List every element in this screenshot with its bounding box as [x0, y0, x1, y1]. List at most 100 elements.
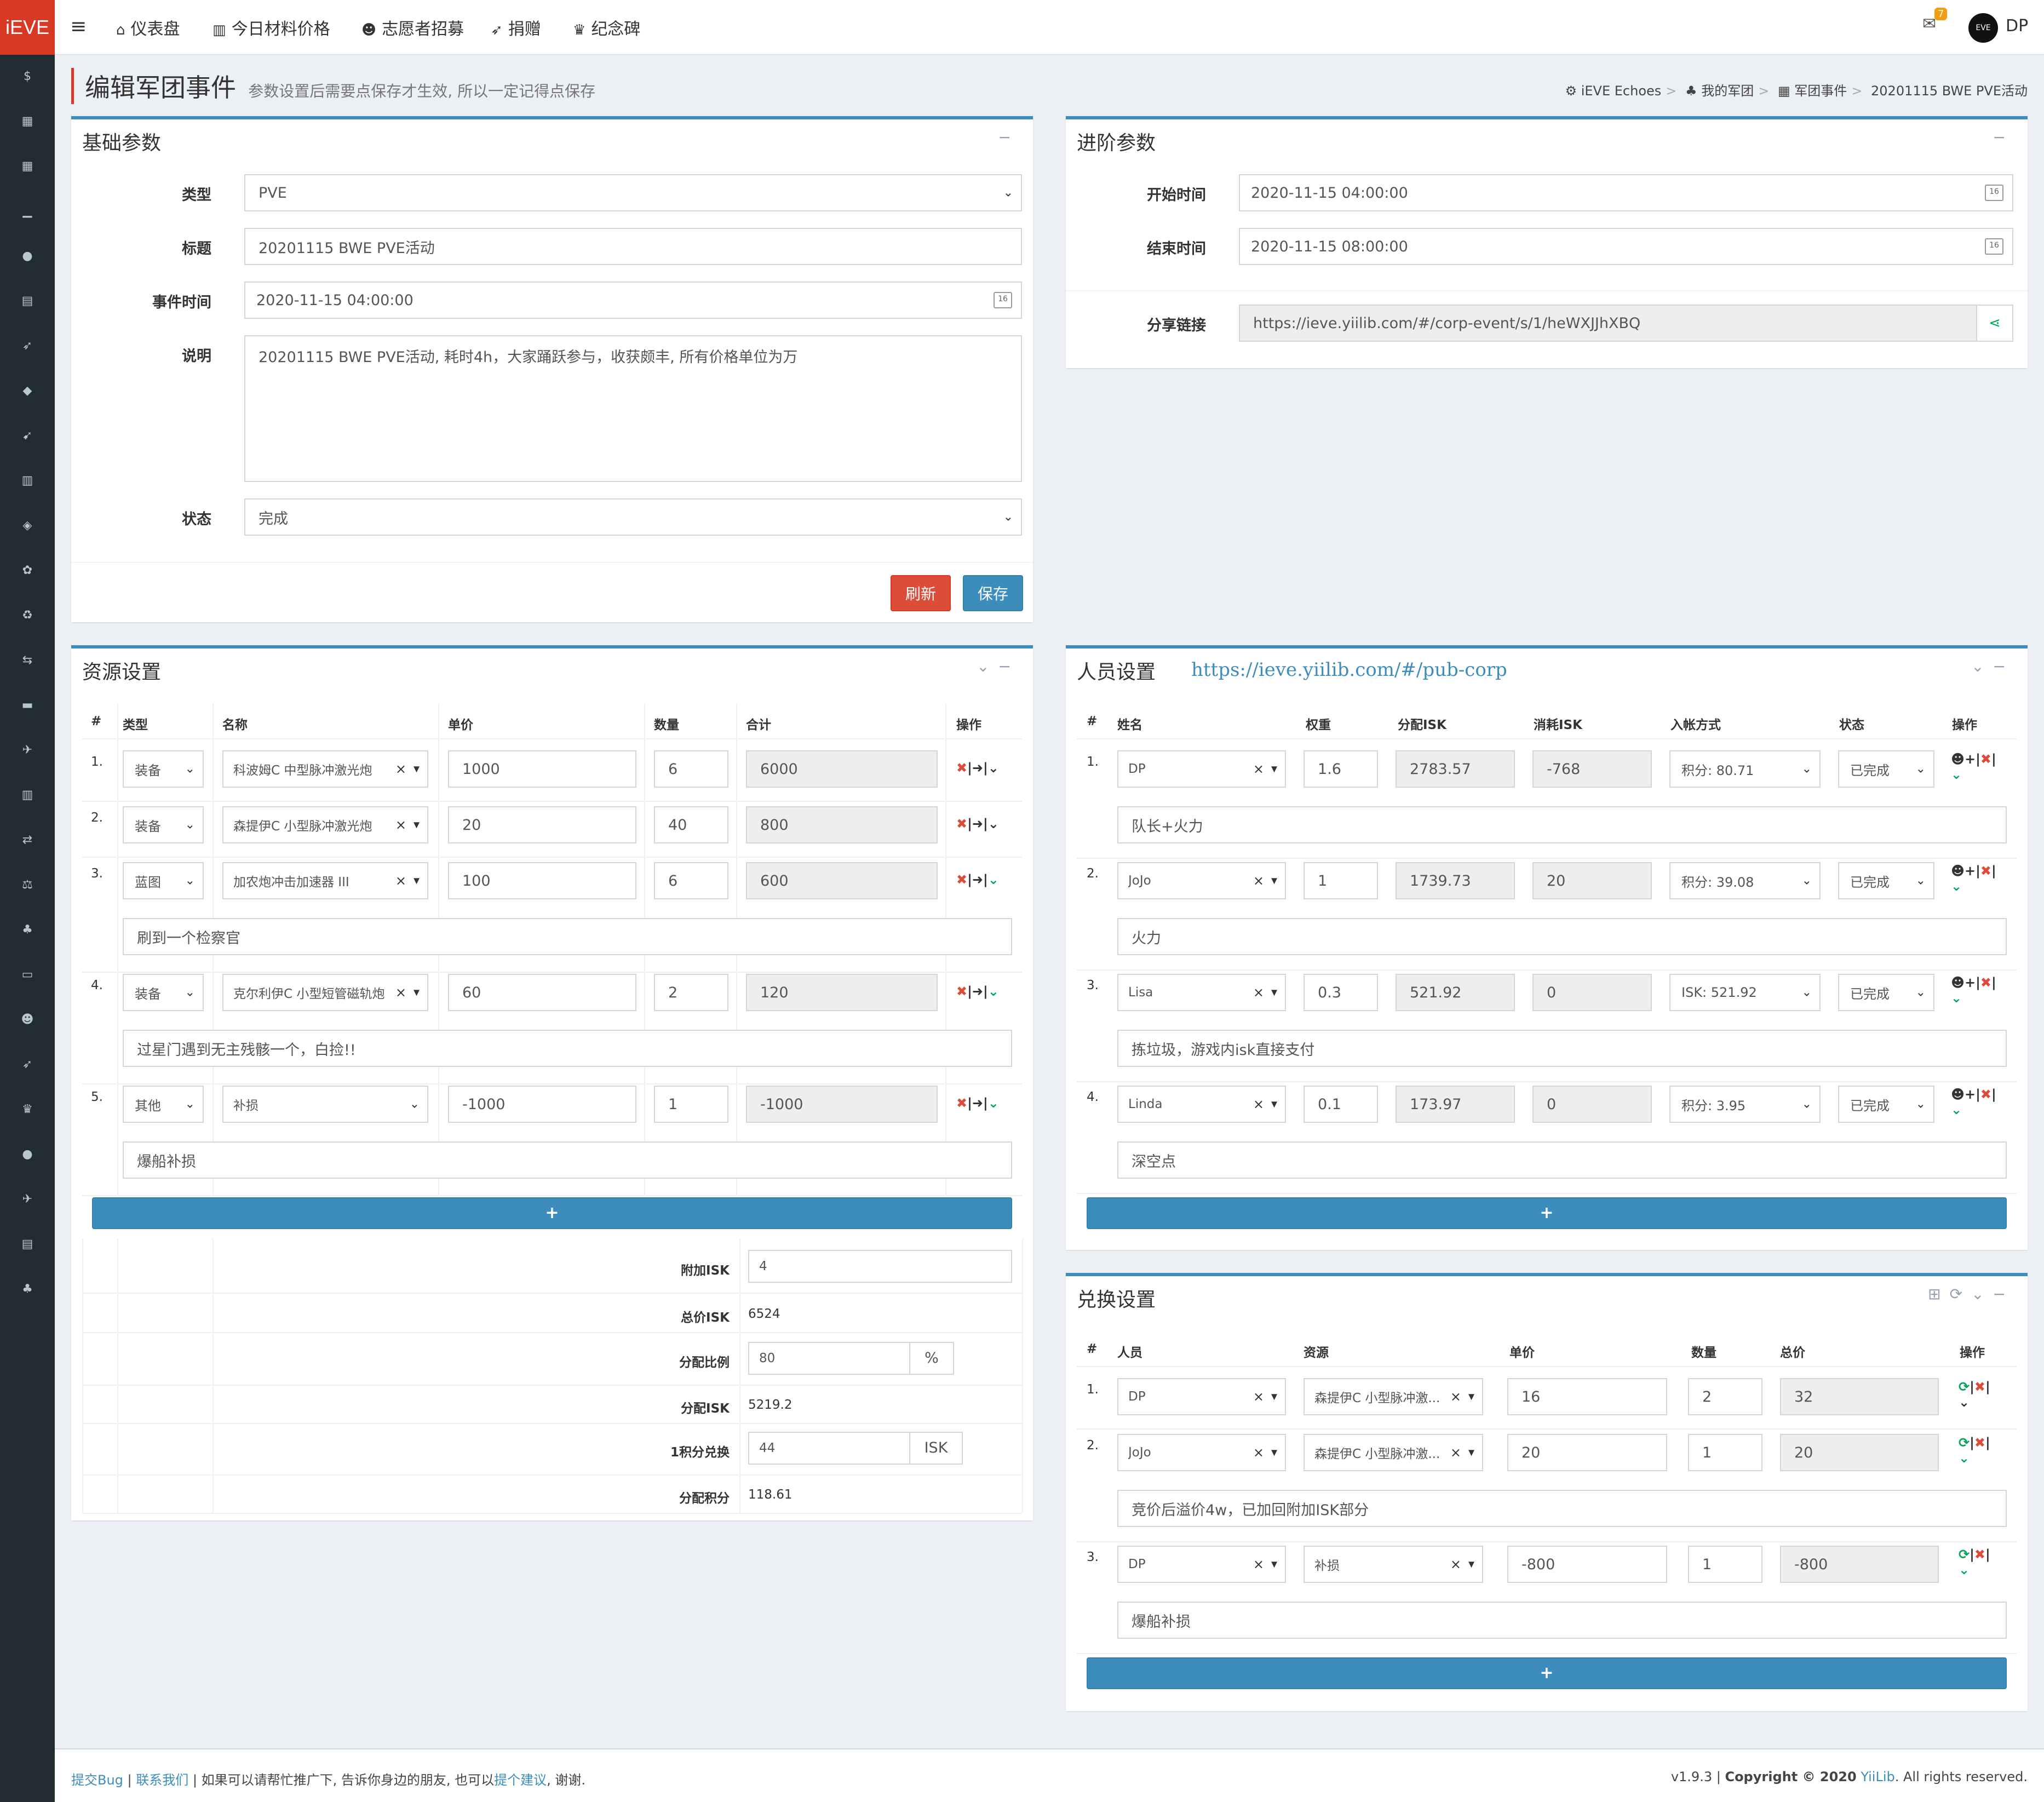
desc-textarea[interactable]: 20201115 BWE PVE活动, 耗时4h，大家踊跃参与，收获颇丰, 所有…	[244, 335, 1022, 482]
status-select[interactable]: 完成 ⌄	[244, 498, 1022, 536]
share-icon[interactable]: ⋖	[1977, 305, 2013, 342]
cost-isk-input[interactable]: 0	[1532, 974, 1652, 1011]
nav-item-2[interactable]: ☻ 志愿者招募	[361, 20, 464, 39]
weight-input[interactable]: 0.1	[1304, 1086, 1378, 1123]
add-exchange-button[interactable]: +	[1087, 1657, 2007, 1689]
clear-icon[interactable]: ×	[395, 817, 406, 833]
resource-type-select[interactable]: 装备 ⌄	[123, 974, 204, 1011]
clear-icon[interactable]: ×	[1253, 985, 1264, 1000]
suggest-link[interactable]: 提个建议	[494, 1772, 547, 1788]
member-note-input[interactable]: 队长+火力	[1117, 806, 2007, 843]
exchange-qty-input[interactable]: 1	[1688, 1434, 1762, 1471]
collapse-icon[interactable]: −	[1993, 128, 2014, 146]
clear-icon[interactable]: ×	[1450, 1557, 1461, 1572]
member-name-select[interactable]: Linda × ▾	[1117, 1086, 1286, 1123]
total-input[interactable]: 120	[746, 974, 938, 1011]
person-select[interactable]: DP × ▾	[1117, 1546, 1286, 1583]
weight-input[interactable]: 1.6	[1304, 750, 1378, 788]
send-icon[interactable]: ➶	[22, 339, 33, 353]
resource-note-input[interactable]: 过星门遇到无主残骸一个，白捡!!	[123, 1030, 1012, 1067]
resource-type-select[interactable]: 装备 ⌄	[123, 806, 204, 843]
clear-icon[interactable]: ×	[1450, 1445, 1461, 1460]
table-icon[interactable]: ▦	[21, 114, 33, 128]
resource-type-select[interactable]: 其他 ⌄	[123, 1086, 204, 1123]
resource-note-input[interactable]: 爆船补损	[123, 1141, 1012, 1179]
cost-isk-input[interactable]: 20	[1532, 862, 1652, 899]
shield-icon[interactable]: ◆	[22, 384, 32, 398]
nav-item-1[interactable]: ▥ 今日材料价格	[213, 20, 330, 39]
calendar-icon[interactable]: 16	[994, 292, 1012, 308]
cost-isk-input[interactable]: 0	[1532, 1086, 1652, 1123]
menu-toggle-icon[interactable]: ≡	[70, 15, 87, 38]
bar-chart-icon[interactable]: ▥	[21, 788, 33, 802]
clear-icon[interactable]: ×	[395, 873, 406, 888]
clear-icon[interactable]: ×	[1253, 1097, 1264, 1112]
row-actions[interactable]: ✖|➜|⌄	[956, 760, 999, 776]
file-icon[interactable]: ▤	[21, 294, 33, 308]
user-icon[interactable]: ●	[22, 1147, 33, 1161]
exchange-total-input[interactable]: -800	[1780, 1546, 1939, 1583]
member-note-input[interactable]: 火力	[1117, 918, 2007, 955]
cubes-icon[interactable]: ✿	[22, 564, 33, 577]
alloc-isk-input[interactable]: 173.97	[1396, 1086, 1515, 1123]
resource-name-select[interactable]: 科波姆C 中型脉冲激光炮 × ▾	[222, 750, 428, 788]
plane-icon[interactable]: ➹	[22, 429, 33, 443]
row-actions[interactable]: ☻+|✖| ⌄	[1951, 751, 1996, 782]
unit-price-input[interactable]: 20	[448, 806, 636, 843]
sitemap-icon[interactable]: ♣	[22, 1282, 33, 1296]
summary-input[interactable]: 4	[748, 1250, 1012, 1283]
quantity-input[interactable]: 1	[654, 1086, 728, 1123]
status-select[interactable]: 已完成 ⌄	[1838, 1086, 1934, 1123]
add-resource-button[interactable]: +	[92, 1197, 1012, 1229]
exchange-resource-select[interactable]: 森提伊C 小型脉冲激... × ▾	[1304, 1378, 1483, 1415]
card-icon[interactable]: ▬	[21, 698, 33, 712]
isk-icon[interactable]: $	[24, 70, 31, 83]
calendar-icon[interactable]: 16	[1985, 238, 2003, 255]
notification-icon[interactable]: ✉	[1922, 14, 1937, 33]
row-actions[interactable]: ☻+|✖| ⌄	[1951, 1087, 1996, 1117]
jet-icon[interactable]: ✈	[22, 743, 33, 757]
status-select[interactable]: 已完成 ⌄	[1838, 750, 1934, 788]
payout-method-select[interactable]: 积分: 80.71 ⌄	[1669, 750, 1821, 788]
weight-input[interactable]: 0.3	[1304, 974, 1378, 1011]
add-member-button[interactable]: +	[1087, 1197, 2007, 1229]
exchange-note-input[interactable]: 竞价后溢价4w，已加回附加ISK部分	[1117, 1490, 2007, 1527]
monitor-icon[interactable]: ▭	[21, 968, 33, 982]
alloc-isk-input[interactable]: 1739.73	[1396, 862, 1515, 899]
clear-icon[interactable]: ×	[395, 761, 406, 777]
resource-type-select[interactable]: 装备 ⌄	[123, 750, 204, 788]
payout-method-select[interactable]: 积分: 3.95 ⌄	[1669, 1086, 1821, 1123]
end-time-input[interactable]: 2020-11-15 08:00:00 16	[1239, 228, 2013, 265]
trophy-icon[interactable]: ♛	[22, 1103, 33, 1116]
summary-input[interactable]: 44	[748, 1432, 910, 1465]
total-input[interactable]: 6000	[746, 750, 938, 788]
brand-link[interactable]: YiiLib	[1861, 1769, 1895, 1784]
fighter-icon[interactable]: ✈	[22, 1192, 33, 1206]
breadcrumb-item[interactable]: iEVE Echoes	[1581, 83, 1662, 99]
member-note-input[interactable]: 深空点	[1117, 1141, 2007, 1179]
breadcrumb-item[interactable]: 我的军团	[1701, 83, 1754, 99]
clear-icon[interactable]: ×	[1253, 1389, 1264, 1404]
sitemap-icon[interactable]: ♣	[22, 923, 33, 937]
start-time-input[interactable]: 2020-11-15 04:00:00 16	[1239, 174, 2013, 211]
payout-method-select[interactable]: ISK: 521.92 ⌄	[1669, 974, 1821, 1011]
resource-name-select[interactable]: 克尔利伊C 小型短管磁轨炮 × ▾	[222, 974, 428, 1011]
quantity-input[interactable]: 2	[654, 974, 728, 1011]
rocket-icon[interactable]: ➶	[22, 1058, 33, 1071]
member-note-input[interactable]: 拣垃圾，游戏内isk直接支付	[1117, 1030, 2007, 1067]
resource-type-select[interactable]: 蓝图 ⌄	[123, 862, 204, 899]
exchange-total-input[interactable]: 20	[1780, 1434, 1939, 1471]
exchange-note-input[interactable]: 爆船补损	[1117, 1602, 2007, 1639]
row-actions[interactable]: ☻+|✖| ⌄	[1951, 975, 1996, 1006]
status-select[interactable]: 已完成 ⌄	[1838, 974, 1934, 1011]
collapse-icon[interactable]: −	[998, 128, 1020, 146]
row-actions[interactable]: ✖|➜|⌄	[956, 816, 999, 831]
event-time-input[interactable]: 2020-11-15 04:00:00 16	[244, 282, 1022, 319]
row-actions[interactable]: ⟳|✖| ⌄	[1959, 1379, 1990, 1410]
resource-name-select[interactable]: 补损 ⌄	[222, 1086, 428, 1123]
clear-icon[interactable]: ×	[1253, 761, 1264, 777]
nav-item-0[interactable]: ⌂ 仪表盘	[116, 20, 180, 39]
report-bug-link[interactable]: 提交Bug	[71, 1772, 123, 1788]
share-link-input[interactable]: https://ieve.yiilib.com/#/corp-event/s/1…	[1239, 305, 1977, 342]
total-input[interactable]: -1000	[746, 1086, 938, 1123]
